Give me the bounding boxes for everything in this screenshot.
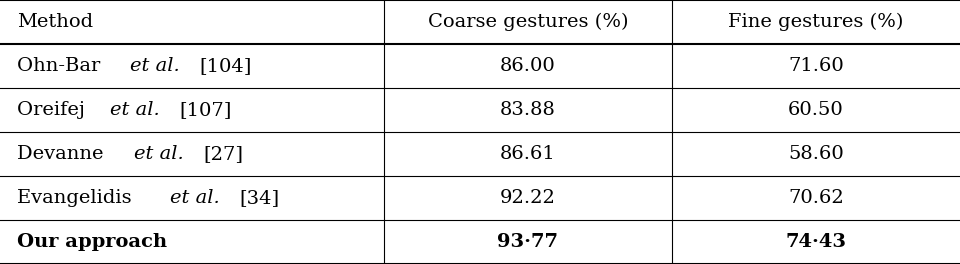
Text: 83.88: 83.88 — [500, 101, 556, 119]
Text: Evangelidis: Evangelidis — [17, 189, 135, 207]
Text: Our approach: Our approach — [17, 233, 167, 251]
Text: Devanne: Devanne — [17, 145, 108, 163]
Text: Fine gestures (%): Fine gestures (%) — [729, 13, 903, 31]
Text: [27]: [27] — [204, 145, 243, 163]
Text: [104]: [104] — [199, 57, 252, 75]
Text: 92.22: 92.22 — [500, 189, 556, 207]
Text: et al.: et al. — [109, 101, 163, 119]
Text: [34]: [34] — [239, 189, 279, 207]
Text: 60.50: 60.50 — [788, 101, 844, 119]
Text: Oreifej: Oreifej — [17, 101, 89, 119]
Text: 93·77: 93·77 — [497, 233, 559, 251]
Text: 70.62: 70.62 — [788, 189, 844, 207]
Text: et al.: et al. — [170, 189, 224, 207]
Text: 71.60: 71.60 — [788, 57, 844, 75]
Text: [107]: [107] — [180, 101, 231, 119]
Text: 86.00: 86.00 — [500, 57, 556, 75]
Text: 86.61: 86.61 — [500, 145, 556, 163]
Text: Ohn-Bar: Ohn-Bar — [17, 57, 105, 75]
Text: 74·43: 74·43 — [785, 233, 847, 251]
Text: et al.: et al. — [130, 57, 183, 75]
Text: Coarse gestures (%): Coarse gestures (%) — [428, 13, 628, 31]
Text: 58.60: 58.60 — [788, 145, 844, 163]
Text: et al.: et al. — [133, 145, 187, 163]
Text: Method: Method — [17, 13, 93, 31]
